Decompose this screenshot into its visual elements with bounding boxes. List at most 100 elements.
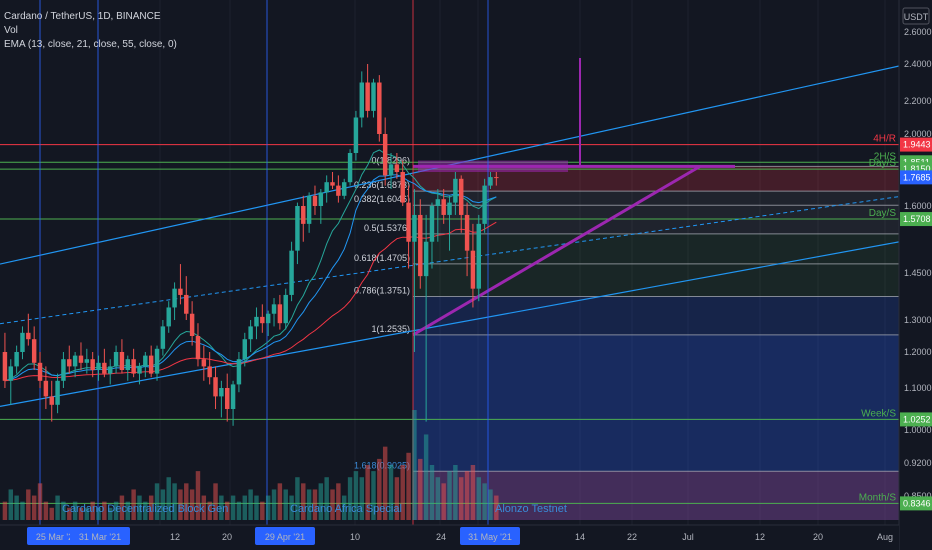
volume-bar <box>14 495 19 520</box>
candle-body <box>219 388 224 397</box>
symbol-title[interactable]: Cardano / TetherUS, 1D, BINANCE <box>4 11 161 22</box>
candle-body <box>342 182 347 196</box>
fib-level-label: 1.618(0.9025) <box>354 460 410 470</box>
volume-bar <box>184 483 189 520</box>
support-resistance-label: Week/S <box>861 408 896 419</box>
volume-bar <box>330 489 335 520</box>
volume-bar <box>301 483 306 520</box>
currency-badge[interactable] <box>902 7 930 25</box>
candle-body <box>49 396 54 405</box>
candle-body <box>429 206 435 242</box>
candle-body <box>137 366 142 374</box>
volume-bar <box>289 495 294 520</box>
volume-bar <box>359 477 364 520</box>
volume-bar <box>67 507 72 520</box>
price-badge <box>900 496 932 511</box>
candle-body <box>283 294 288 324</box>
fib-level-label: 0.618(1.4705) <box>354 253 410 263</box>
volume-bar <box>470 465 476 520</box>
candle-body <box>289 250 294 295</box>
candle-body <box>90 359 95 370</box>
fib-zone-green <box>413 233 899 297</box>
volume-bar <box>201 495 207 520</box>
volume-bar <box>371 471 376 520</box>
ema-indicator-label[interactable]: EMA (13, close, 21, close, 55, close, 0) <box>4 39 177 50</box>
price-tick-label: 1.4500 <box>904 268 932 278</box>
candle-body <box>441 199 446 215</box>
volume-bar <box>254 495 259 520</box>
candle-body <box>423 241 429 277</box>
candle-body <box>195 336 201 360</box>
date-tick-label: 31 Mar '21 <box>79 532 121 542</box>
price-tick-label: 0.9200 <box>904 458 932 468</box>
price-tick-label: 2.6000 <box>904 27 932 37</box>
date-tick-label: 22 <box>627 532 637 542</box>
volume-bar <box>406 452 411 520</box>
price-tick-label: 2.4000 <box>904 59 932 69</box>
support-resistance-label: Day/S <box>869 208 897 219</box>
volume-bar <box>400 465 405 520</box>
candle-body <box>20 332 25 352</box>
price-badge <box>900 170 932 185</box>
candle-body <box>154 348 160 374</box>
candle-body <box>488 177 493 186</box>
volume-bar <box>423 434 429 520</box>
date-tick-label: Aug <box>877 532 893 542</box>
candle-body <box>201 359 207 367</box>
candle-body <box>230 384 236 409</box>
candle-body <box>260 316 265 324</box>
volume-bar <box>318 483 324 520</box>
candle-body <box>400 172 405 203</box>
volume-bar <box>31 495 37 520</box>
volume-bar <box>283 489 288 520</box>
volume-bar <box>382 446 388 520</box>
candle-body <box>96 362 101 370</box>
candle-body <box>43 380 49 397</box>
volume-bar <box>418 458 423 520</box>
candle-body <box>160 326 166 349</box>
price-tick-label: 1.6000 <box>904 201 932 211</box>
candle-body <box>447 202 452 215</box>
volume-bar <box>324 477 329 520</box>
candle-body <box>347 153 353 183</box>
candle-body <box>482 185 487 224</box>
candle-body <box>459 178 464 215</box>
date-tick-label: 14 <box>575 532 585 542</box>
candle-body <box>265 313 271 324</box>
volume-bar <box>61 501 66 520</box>
fib-level-label: 0.5(1.5376) <box>364 223 410 233</box>
volume-bar <box>49 507 54 520</box>
volume-bar <box>248 489 253 520</box>
candle-body <box>61 359 66 381</box>
volume-bar <box>230 495 236 520</box>
volume-bar <box>137 495 142 520</box>
volume-bar <box>102 501 107 520</box>
volume-bar <box>113 501 119 520</box>
volume-bar <box>125 501 130 520</box>
date-tick-label: 20 <box>813 532 823 542</box>
volume-bar <box>306 489 312 520</box>
candle-body <box>108 366 113 374</box>
candle-body <box>377 82 382 134</box>
date-tick-label: Jul <box>682 532 694 542</box>
volume-bar <box>195 471 201 520</box>
date-highlight <box>70 527 130 545</box>
candle-body <box>330 182 335 186</box>
volume-bar <box>20 501 25 520</box>
price-tick-label: 1.3000 <box>904 315 932 325</box>
volume-indicator-label[interactable]: Vol <box>4 25 18 36</box>
candle-body <box>125 359 130 370</box>
support-resistance-label: Day/S <box>869 158 897 169</box>
volume-bar <box>189 489 195 520</box>
support-resistance-label: 2H/S <box>874 151 897 162</box>
date-tick-label: 12 <box>755 532 765 542</box>
candle-body <box>172 288 177 308</box>
candle-body <box>371 82 376 111</box>
candle-body <box>453 178 458 203</box>
fib-level-label: 1(1.2535) <box>371 324 410 334</box>
chart-legend: Cardano / TetherUS, 1D, BINANCE Vol EMA … <box>4 10 177 52</box>
candle-body <box>464 214 470 251</box>
volume-bar <box>219 495 224 520</box>
candle-body <box>207 366 212 378</box>
